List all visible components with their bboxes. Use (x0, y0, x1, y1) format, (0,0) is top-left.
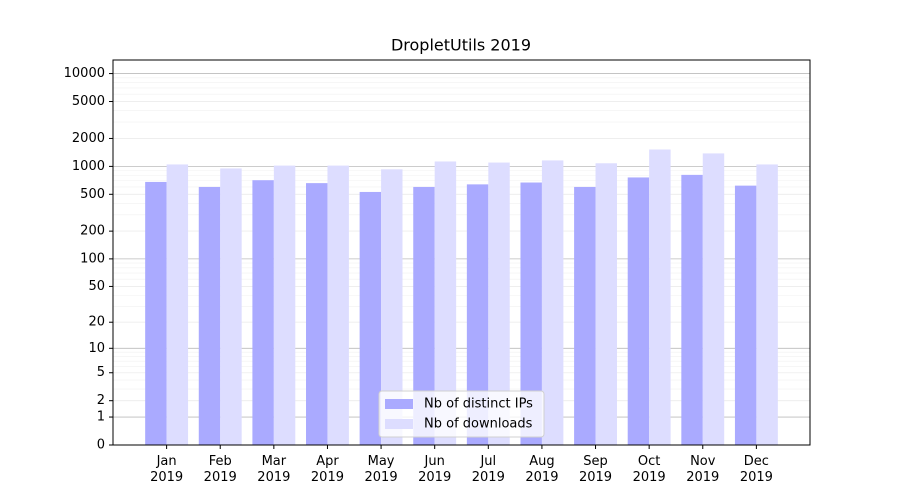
bar (252, 180, 274, 445)
y-tick-label: 2 (97, 393, 105, 408)
y-tick-label: 20 (88, 315, 105, 330)
x-tick-label: Dec 2019 (740, 454, 773, 485)
y-tick-label: 50 (88, 279, 105, 294)
legend-swatch (385, 399, 413, 409)
y-tick-label: 100 (80, 251, 105, 266)
bar (574, 186, 596, 445)
bar (627, 177, 650, 446)
bar (166, 164, 189, 445)
x-tick-label-line: Aug (529, 454, 554, 469)
bar (327, 165, 349, 445)
bar (681, 174, 703, 446)
x-tick-label-line: 2019 (525, 470, 558, 485)
bar (434, 161, 457, 445)
x-tick-label: Jun 2019 (418, 454, 451, 485)
bar (595, 163, 617, 445)
x-tick-label: Aug 2019 (525, 454, 558, 485)
x-tick-label-line: 2019 (472, 470, 505, 485)
x-tick-label-line: Jan (156, 454, 177, 469)
x-tick-label-line: Dec (744, 454, 769, 469)
bar (413, 186, 435, 445)
x-tick-label-line: Feb (209, 454, 232, 469)
x-tick-label: Jul 2019 (472, 454, 505, 485)
x-tick-label-line: 2019 (365, 470, 398, 485)
x-tick-label-line: Mar (262, 454, 287, 469)
bar (649, 149, 671, 445)
x-tick-label: Apr 2019 (311, 454, 344, 485)
y-tick-label: 1000 (72, 159, 105, 174)
bar (359, 191, 382, 445)
legend-swatch (385, 419, 413, 429)
plot-frame (112, 59, 811, 446)
x-tick-label-line: 2019 (740, 470, 773, 485)
x-tick-label-line: 2019 (257, 470, 290, 485)
x-tick-label-line: 2019 (418, 470, 451, 485)
bar (734, 185, 757, 445)
x-tick-label-line: 2019 (204, 470, 237, 485)
y-tick-label: 10000 (64, 66, 105, 81)
bar (541, 160, 564, 445)
x-tick-label: May 2019 (365, 454, 398, 485)
y-tick-label: 10 (88, 341, 105, 356)
x-tick-label-line: Sep (583, 454, 608, 469)
x-tick-label: Nov 2019 (686, 454, 719, 485)
x-tick-label-line: Nov (690, 454, 716, 469)
bar (488, 162, 510, 445)
bar (381, 169, 403, 445)
y-tick-label: 200 (80, 224, 105, 239)
legend-box (378, 390, 545, 438)
bar (520, 182, 542, 445)
legend-label: Nb of distinct IPs (424, 397, 533, 412)
x-tick-label-line: 2019 (150, 470, 183, 485)
x-tick-label: Jan 2019 (150, 454, 183, 485)
legend-label: Nb of downloads (424, 417, 533, 432)
bar (702, 153, 725, 445)
bar (220, 168, 242, 445)
x-tick-label-line: Jul (479, 454, 496, 469)
bar (273, 165, 296, 445)
bar (466, 184, 489, 445)
chart-title: DropletUtils 2019 (391, 36, 531, 55)
x-tick-label-line: 2019 (633, 470, 666, 485)
x-tick-label-line: 2019 (579, 470, 612, 485)
x-tick-label-line: Jun (424, 454, 445, 469)
x-tick-label-line: Oct (638, 454, 660, 469)
x-tick-label: Feb 2019 (204, 454, 237, 485)
x-tick-label-line: 2019 (686, 470, 719, 485)
bar (145, 181, 167, 446)
y-tick-label: 5000 (72, 94, 105, 109)
bar (198, 186, 221, 445)
y-tick-label: 2000 (72, 131, 105, 146)
x-tick-label-line: Apr (316, 454, 339, 469)
y-tick-label: 0 (97, 438, 105, 453)
x-tick-label-line: 2019 (311, 470, 344, 485)
x-tick-label: Sep 2019 (579, 454, 612, 485)
y-tick-label: 5 (97, 365, 105, 380)
y-tick-label: 1 (97, 410, 105, 425)
x-tick-label: Mar 2019 (257, 454, 290, 485)
x-tick-label-line: May (368, 454, 395, 469)
bar (756, 164, 778, 445)
y-tick-label: 500 (80, 187, 105, 202)
bar (306, 183, 328, 445)
x-tick-label: Oct 2019 (633, 454, 666, 485)
